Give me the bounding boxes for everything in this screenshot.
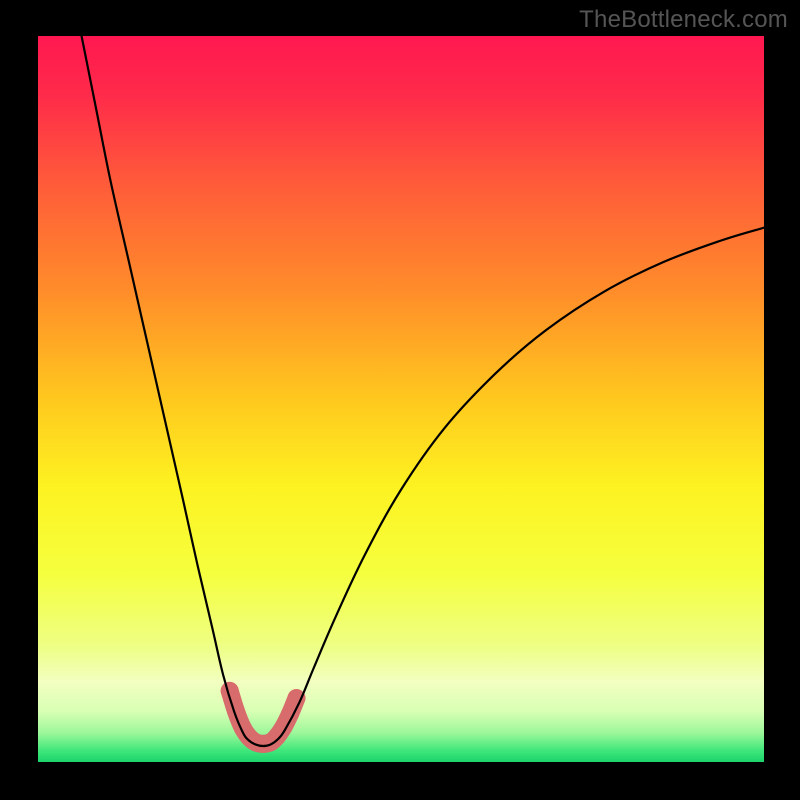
highlight-marker: [287, 689, 305, 707]
bottleneck-curve-plot: [38, 36, 764, 762]
watermark-text: TheBottleneck.com: [579, 6, 788, 34]
main-curve: [82, 36, 764, 746]
